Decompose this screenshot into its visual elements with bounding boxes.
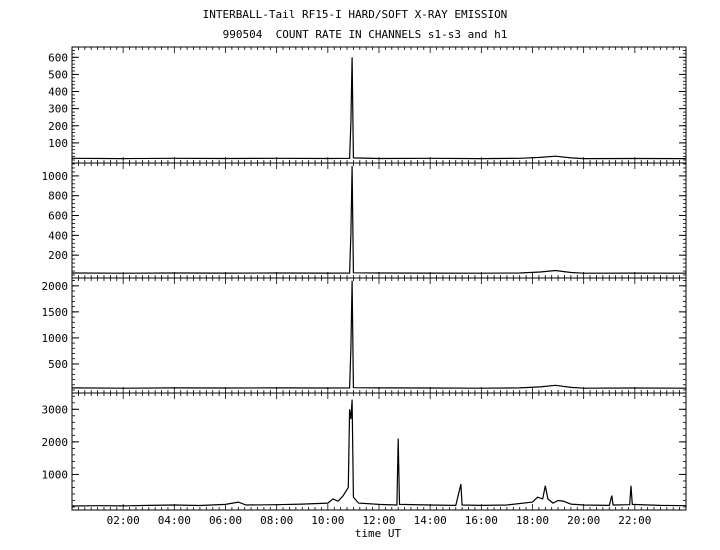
y-tick-label-s3: 2000	[42, 280, 69, 293]
y-tick-label-s3: 500	[48, 358, 68, 371]
series-line-h1	[71, 399, 687, 507]
x-tick-label: 22:00	[618, 514, 651, 527]
series-line-s1	[71, 57, 687, 160]
y-tick-label-h1: 3000	[42, 403, 69, 416]
y-tick-label-s3: 1000	[42, 332, 69, 345]
panel-frame-s2	[71, 162, 687, 279]
x-tick-label: 20:00	[567, 514, 600, 527]
x-tick-label: 10:00	[311, 514, 344, 527]
x-tick-label: 06:00	[209, 514, 242, 527]
y-tick-label-s1: 400	[48, 86, 68, 99]
y-tick-label-h1: 1000	[42, 468, 69, 481]
y-tick-label-s1: 500	[48, 68, 68, 81]
x-tick-label: 02:00	[107, 514, 140, 527]
series-line-s2	[71, 165, 687, 274]
y-tick-label-s2: 1000	[42, 170, 69, 183]
x-tick-label: 14:00	[414, 514, 447, 527]
x-axis-label: time UT	[355, 527, 402, 540]
x-tick-label: 16:00	[465, 514, 498, 527]
y-tick-label-s3: 1500	[42, 306, 69, 319]
y-tick-label-s1: 200	[48, 120, 68, 133]
y-tick-label-s1: 600	[48, 51, 68, 64]
y-tick-label-s2: 200	[48, 249, 68, 262]
series-line-s3	[71, 280, 687, 389]
y-tick-label-s1: 100	[48, 137, 68, 150]
y-tick-label-s2: 800	[48, 190, 68, 203]
y-tick-label-h1: 2000	[42, 436, 69, 449]
y-tick-label-s1: 300	[48, 103, 68, 116]
y-tick-label-s2: 600	[48, 210, 68, 223]
x-tick-label: 18:00	[516, 514, 549, 527]
y-tick-label-s2: 400	[48, 229, 68, 242]
x-tick-label: 12:00	[362, 514, 395, 527]
panel-frame-s1	[71, 46, 687, 164]
x-tick-label: 08:00	[260, 514, 293, 527]
chart-subtitle: 990504 COUNT RATE IN CHANNELS s1-s3 and …	[222, 28, 508, 41]
panel-frame-s3	[71, 277, 687, 394]
chart-title: INTERBALL-Tail RF15-I HARD/SOFT X-RAY EM…	[202, 8, 508, 21]
panel-frame-h1	[71, 392, 687, 511]
x-tick-label: 04:00	[158, 514, 191, 527]
